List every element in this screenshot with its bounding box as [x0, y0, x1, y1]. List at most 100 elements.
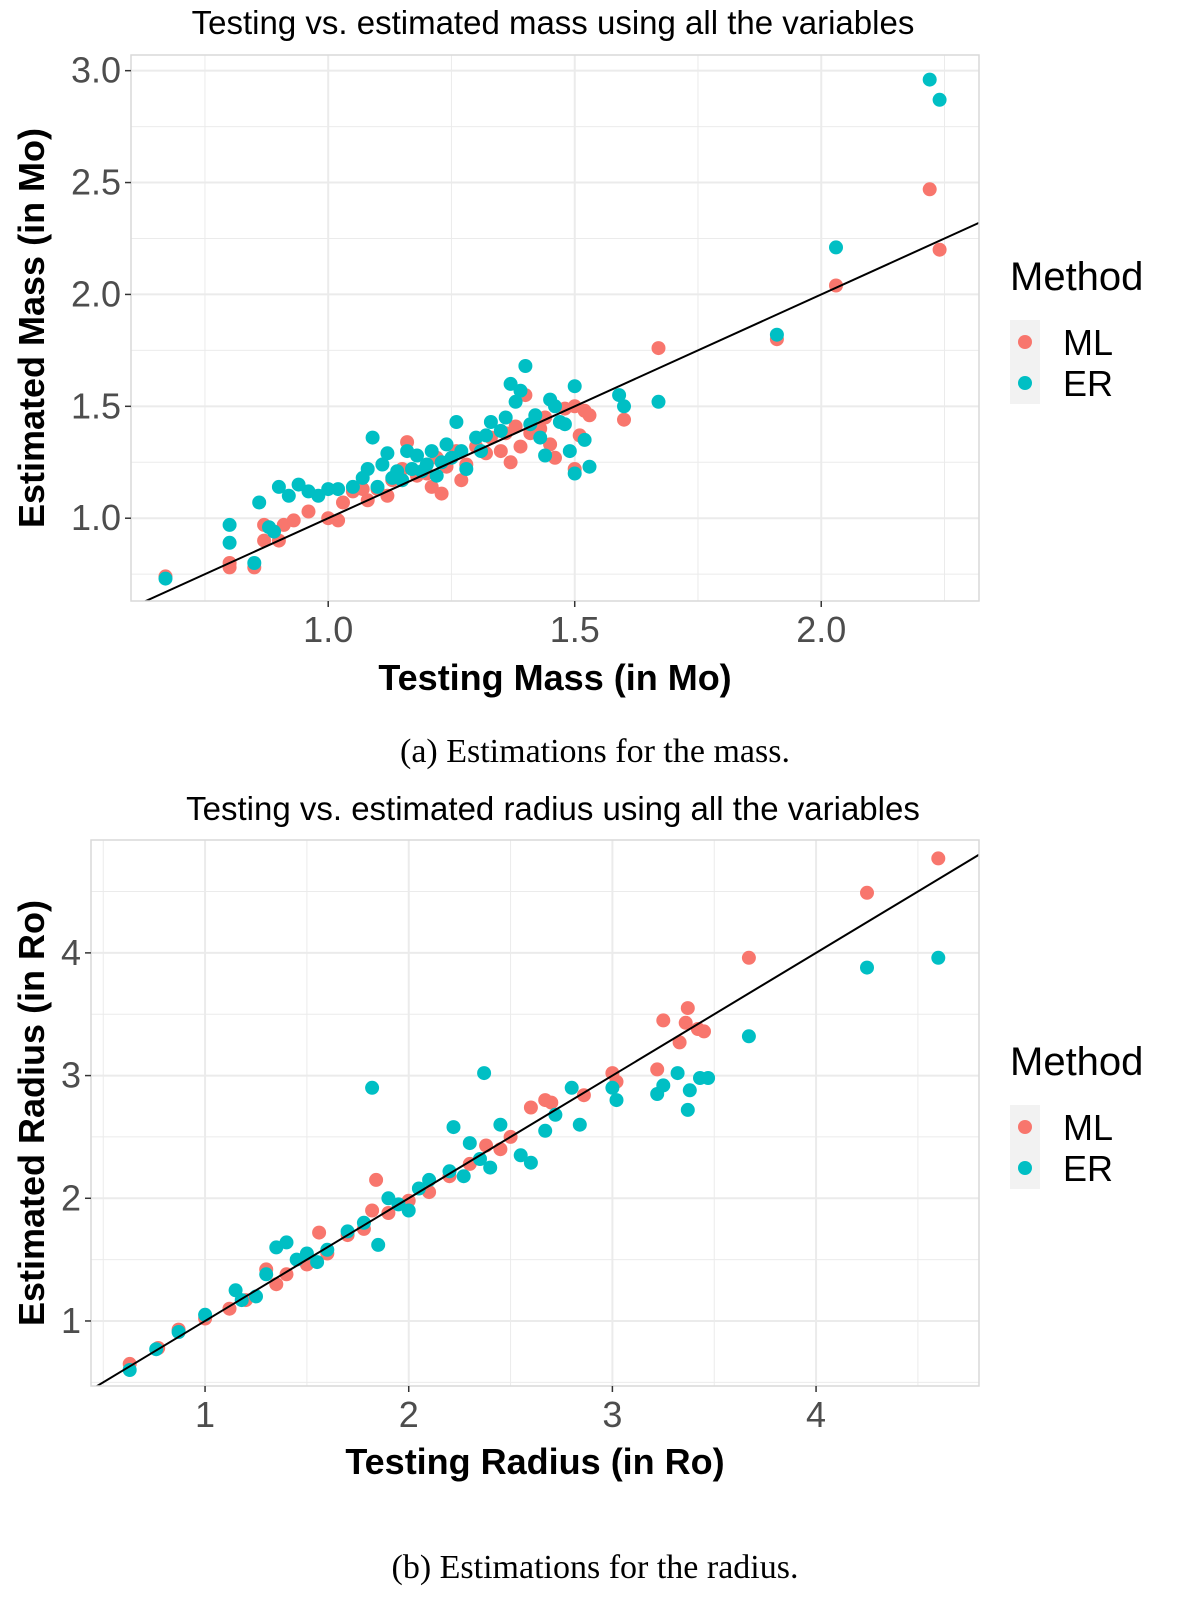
chart-mass: Testing vs. estimated mass using all the…: [11, 4, 1143, 770]
point-er: [538, 448, 553, 463]
legend-key-ml: [1018, 335, 1032, 349]
point-ml: [269, 1277, 284, 1292]
point-er: [381, 1191, 396, 1206]
point-er: [477, 1066, 492, 1081]
y-tick-label: 2: [61, 1177, 81, 1218]
series-ml: [122, 851, 946, 1371]
point-er: [291, 477, 306, 492]
point-ml: [656, 1013, 671, 1028]
point-er: [446, 1120, 461, 1135]
point-er: [609, 1093, 624, 1108]
point-ml: [523, 1100, 538, 1115]
y-tick-label: 2.0: [71, 273, 121, 314]
point-ml: [493, 444, 508, 459]
point-er: [931, 950, 946, 965]
point-er: [401, 1203, 416, 1218]
point-er: [932, 92, 947, 107]
y-tick-label: 3.0: [71, 50, 121, 91]
point-ml: [508, 419, 523, 434]
point-er: [158, 571, 173, 586]
point-ml: [454, 473, 469, 488]
point-ml: [617, 412, 631, 427]
point-er: [462, 1136, 477, 1151]
point-er: [271, 479, 286, 494]
point-er: [829, 240, 843, 255]
point-er: [557, 417, 572, 432]
chart-title: Testing vs. estimated mass using all the…: [192, 4, 915, 41]
gridlines: [91, 840, 979, 1386]
figure-caption: (a) Estimations for the mass.: [400, 733, 790, 770]
series-er: [122, 950, 946, 1377]
x-tick-label: 1.0: [303, 609, 353, 650]
point-ml: [369, 1172, 384, 1187]
point-er: [419, 457, 434, 472]
y-tick-label: 2.5: [71, 162, 121, 203]
point-ml: [672, 1035, 687, 1050]
legend-key-er: [1018, 1161, 1032, 1175]
point-er: [769, 327, 784, 342]
point-er: [582, 459, 597, 474]
point-er: [259, 1267, 274, 1282]
point-er: [310, 1255, 325, 1270]
identity-line: [143, 221, 979, 601]
plot-panel: [131, 55, 979, 601]
legend-label-ml: ML: [1063, 1107, 1113, 1148]
point-er: [483, 415, 498, 429]
x-axis-title: Testing Mass (in Mo): [378, 657, 731, 698]
y-tick-label: 1.0: [71, 497, 121, 538]
point-ml: [650, 1062, 665, 1077]
legend-label-er: ER: [1063, 1148, 1113, 1189]
point-er: [454, 444, 469, 459]
point-er: [670, 1066, 685, 1081]
point-er: [548, 399, 562, 414]
point-ml: [336, 495, 350, 510]
point-ml: [286, 513, 301, 528]
x-axis-title: Testing Radius (in Ro): [345, 1441, 724, 1482]
point-er: [572, 1117, 587, 1132]
point-er: [538, 1123, 553, 1138]
point-er: [513, 383, 528, 398]
point-er: [411, 1181, 426, 1196]
point-er: [498, 410, 513, 425]
point-er: [371, 1237, 386, 1252]
point-er: [279, 1235, 294, 1250]
point-er: [198, 1307, 213, 1322]
point-er: [577, 432, 592, 447]
point-er: [429, 468, 444, 483]
point-er: [222, 535, 237, 550]
data-points: [158, 72, 947, 586]
point-er: [523, 1155, 538, 1170]
point-er: [533, 430, 548, 445]
point-er: [345, 479, 360, 494]
point-er: [340, 1224, 355, 1239]
point-er: [528, 408, 543, 423]
point-er: [567, 466, 582, 481]
point-er: [473, 1152, 487, 1166]
point-er: [617, 399, 631, 414]
point-er: [321, 482, 336, 497]
point-er: [370, 479, 385, 494]
point-ml: [503, 455, 518, 470]
point-er: [612, 388, 627, 403]
point-er: [860, 960, 874, 975]
y-tick-label: 4: [61, 932, 81, 973]
legend-key-ml: [1018, 1120, 1032, 1134]
y-tick-label: 3: [61, 1055, 81, 1096]
point-er: [281, 488, 296, 503]
point-ml: [680, 1001, 695, 1016]
data-points: [122, 851, 946, 1377]
point-ml: [860, 885, 874, 900]
point-ml: [931, 851, 946, 866]
x-tick-label: 2: [399, 1394, 419, 1435]
point-er: [222, 517, 237, 532]
point-ml: [513, 439, 528, 454]
point-er: [741, 1029, 756, 1044]
point-er: [365, 430, 380, 445]
series-er: [158, 72, 947, 586]
point-er: [503, 376, 518, 391]
point-er: [375, 457, 390, 472]
point-er: [493, 1117, 508, 1132]
point-er: [360, 462, 375, 476]
point-er: [424, 444, 439, 459]
